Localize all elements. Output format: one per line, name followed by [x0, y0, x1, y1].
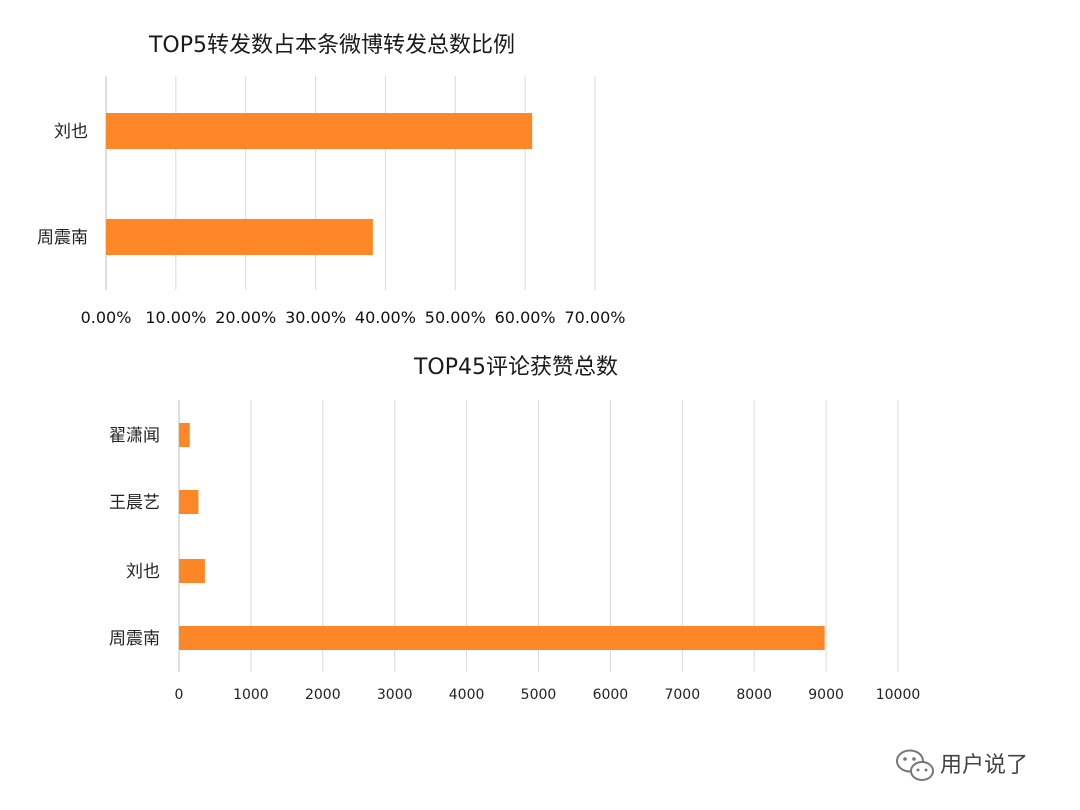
tick-label: 30.00%	[285, 308, 346, 327]
tick-label: 0.00%	[81, 308, 132, 327]
bar	[179, 626, 825, 650]
category-label: 周震南	[109, 629, 160, 649]
tick-label: 8000	[736, 687, 772, 703]
tick-label: 5000	[521, 687, 557, 703]
chart2-tick-labels: 0 1000 2000 3000 4000 5000 6000 7000 8000 9000 100…	[175, 687, 921, 703]
bar	[179, 490, 199, 514]
chart1-grid	[105, 76, 596, 290]
tick-label: 50.00%	[425, 308, 486, 327]
tick-label: 0	[175, 687, 184, 703]
chart1-title: TOP5转发数占本条微博转发总数比例	[148, 33, 515, 58]
category-label: 刘也	[126, 562, 160, 582]
bar	[106, 113, 533, 149]
tick-label: 7000	[664, 687, 700, 703]
tick-label: 3000	[377, 687, 413, 703]
tick-label: 10.00%	[145, 308, 206, 327]
chart2-title: TOP45评论获赞总数	[413, 355, 618, 380]
watermark-text: 用户说了	[940, 753, 1028, 778]
tick-label: 4000	[449, 687, 485, 703]
tick-label: 20.00%	[215, 308, 276, 327]
tick-label: 60.00%	[495, 308, 556, 327]
wechat-icon	[896, 749, 934, 781]
tick-label: 70.00%	[564, 308, 625, 327]
category-label: 周震南	[37, 228, 88, 248]
category-label: 王晨艺	[109, 493, 160, 513]
chart1-tick-labels: 0.00% 10.00% 20.00% 30.00% 40.00% 50.00% 60.00…	[81, 308, 626, 327]
category-label: 刘也	[54, 122, 88, 142]
tick-label: 6000	[593, 687, 629, 703]
bar	[106, 219, 373, 255]
bar	[179, 559, 205, 583]
tick-label: 1000	[233, 687, 269, 703]
watermark: 用户说了	[896, 749, 1028, 781]
chart1-bars	[106, 113, 533, 255]
tick-label: 10000	[876, 687, 921, 703]
tick-label: 9000	[808, 687, 844, 703]
tick-label: 2000	[305, 687, 341, 703]
category-label: 翟潇闻	[109, 426, 160, 446]
tick-label: 40.00%	[355, 308, 416, 327]
chart2-bars	[179, 423, 825, 650]
bar	[179, 423, 190, 447]
